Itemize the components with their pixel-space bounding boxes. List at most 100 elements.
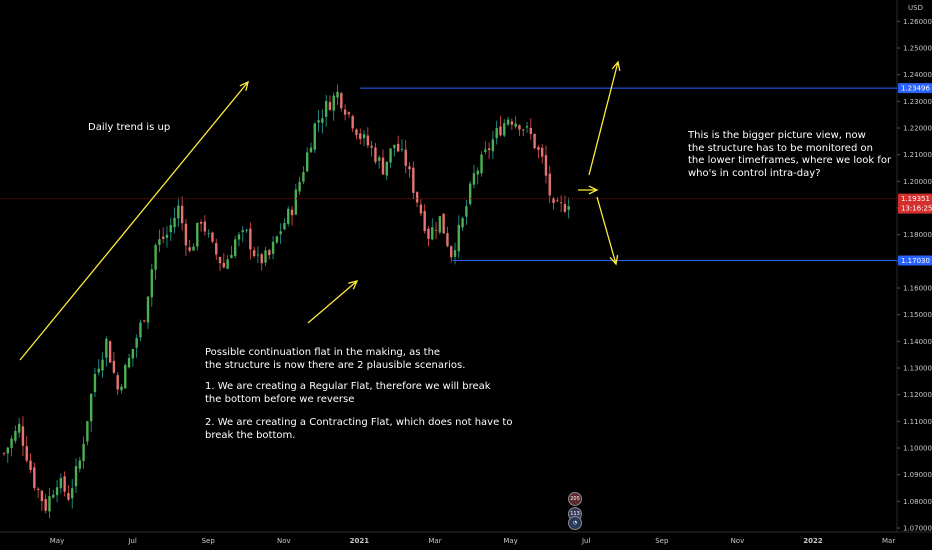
candle-body xyxy=(93,374,97,392)
candle-body xyxy=(36,488,40,490)
candle-body xyxy=(321,118,324,123)
candle-body xyxy=(427,228,430,239)
candle-body xyxy=(89,393,93,422)
candle-body xyxy=(298,181,301,192)
candle-body xyxy=(419,204,423,214)
upside-scenario-arrow-shaft xyxy=(588,61,619,176)
arrows-group xyxy=(19,60,621,361)
event-badge-2-label: 113 xyxy=(570,511,580,517)
candle-body xyxy=(378,157,381,161)
candle-body xyxy=(450,246,453,258)
candle-body xyxy=(29,460,32,470)
candle-body xyxy=(74,466,78,487)
candle-body xyxy=(374,147,377,162)
upside-scenario-arrow-head xyxy=(611,60,621,71)
candle-body xyxy=(108,341,112,363)
candle-body xyxy=(556,200,559,202)
candles-group xyxy=(2,84,570,519)
candle-body xyxy=(362,134,366,139)
flat-arrow-shaft xyxy=(307,280,358,324)
current-price-tag-label: 1.19351 xyxy=(901,195,930,203)
candle-body xyxy=(499,126,502,136)
candle-body xyxy=(120,386,123,391)
candle-body xyxy=(336,91,339,98)
candle-body xyxy=(2,453,6,454)
candle-body xyxy=(317,120,320,123)
candle-body xyxy=(389,148,392,163)
candle-body xyxy=(271,241,275,254)
candle-body xyxy=(495,127,498,139)
time-tick-label: 2021 xyxy=(350,537,370,545)
candle-body xyxy=(150,269,154,298)
scenario-2-note: 2. We are creating a Contracting Flat, w… xyxy=(205,417,513,441)
candle-body xyxy=(105,338,108,358)
candle-body xyxy=(472,173,476,185)
candle-body xyxy=(563,204,567,212)
candle-body xyxy=(71,488,74,499)
price-axis-ticks: 1.26000 1.25000 1.24000 1.23000 1.22000 1.210… xyxy=(897,18,932,533)
time-tick-label: Nov xyxy=(731,537,745,545)
event-badge-3[interactable]: ◔ xyxy=(568,516,582,530)
candle-body xyxy=(275,236,279,243)
candle-body xyxy=(135,338,138,348)
continuation-intro-note: Possible continuation flat in the making… xyxy=(205,347,466,371)
price-tick-label: 1.07000 xyxy=(903,525,932,533)
candle-body xyxy=(55,487,59,496)
candle-body xyxy=(468,183,472,205)
candle-body xyxy=(510,121,514,125)
flat-arrow-head xyxy=(348,280,359,290)
candle-body xyxy=(290,209,294,216)
candle-body xyxy=(169,225,172,233)
candle-body xyxy=(446,233,449,247)
candle-body xyxy=(279,231,282,235)
candle-body xyxy=(143,320,146,322)
price-tick-label: 1.12000 xyxy=(903,391,932,399)
candle-body xyxy=(431,227,434,240)
time-tick-label: Sep xyxy=(655,537,669,545)
scenario-1-note: 1. We are creating a Regular Flat, there… xyxy=(205,381,491,405)
price-tick-label: 1.08000 xyxy=(903,498,932,506)
current-price-tag-countdown: 13:16:25 xyxy=(901,205,932,213)
candle-body xyxy=(237,234,241,240)
candle-body xyxy=(211,232,214,242)
candle-body xyxy=(67,493,70,500)
levels-group xyxy=(0,87,897,262)
candle-body xyxy=(366,135,370,146)
candle-body xyxy=(10,438,13,449)
candle-body xyxy=(522,129,525,131)
daily-trend-note: Daily trend is up xyxy=(88,122,171,133)
candle-body xyxy=(408,166,411,170)
candle-body xyxy=(480,154,483,174)
candle-body xyxy=(359,133,362,140)
price-tick-label: 1.24000 xyxy=(903,71,932,79)
candle-body xyxy=(203,221,207,232)
candle-body xyxy=(287,208,290,224)
candle-body xyxy=(21,426,25,446)
candle-body xyxy=(412,167,415,193)
candle-body xyxy=(48,496,51,512)
candle-body xyxy=(268,250,271,256)
time-tick-label: May xyxy=(50,537,64,545)
candle-body xyxy=(158,239,161,245)
candle-body xyxy=(484,149,487,152)
candle-body xyxy=(116,375,119,390)
candle-body xyxy=(525,126,529,128)
candle-body xyxy=(324,101,328,117)
candle-body xyxy=(548,173,551,196)
candle-body xyxy=(476,170,479,175)
downside-scenario-arrow-head xyxy=(609,255,619,266)
time-tick-label: Mar xyxy=(882,537,895,545)
candle-body xyxy=(180,205,184,224)
price-tick-label: 1.10000 xyxy=(903,445,932,453)
candle-body xyxy=(184,223,188,246)
candle-body xyxy=(139,322,142,338)
event-badge-1[interactable]: 205 xyxy=(568,492,582,506)
candle-body xyxy=(404,149,407,166)
candle-body xyxy=(264,250,267,263)
candle-body xyxy=(400,148,404,150)
support-tag-label: 1.17030 xyxy=(901,257,930,265)
price-tick-label: 1.09000 xyxy=(903,471,932,479)
candle-body xyxy=(347,112,351,115)
candle-body xyxy=(370,145,373,148)
